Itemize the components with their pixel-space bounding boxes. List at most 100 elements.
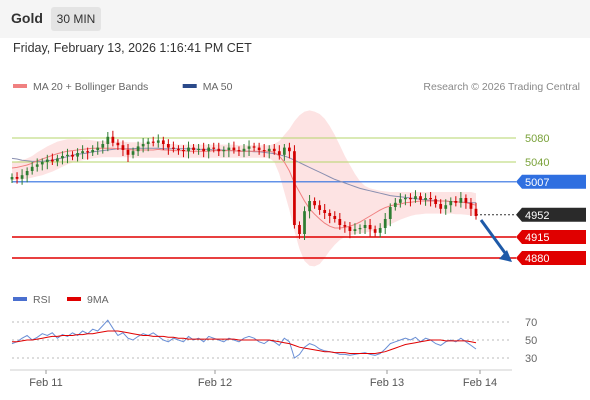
candle-body (373, 229, 377, 233)
candle-body (378, 228, 382, 233)
candle-body (424, 198, 427, 200)
candle-body (434, 199, 438, 204)
bollinger-band (12, 110, 476, 267)
candle-body (111, 136, 115, 143)
legend-label-0: MA 20 + Bollinger Bands (33, 81, 148, 93)
candle-body (358, 228, 362, 230)
candle-body (398, 199, 402, 203)
support-tag-4915 (516, 230, 586, 244)
candle-body (30, 166, 34, 171)
candle-body (247, 146, 251, 149)
x-tick-label-1: Feb 12 (198, 377, 232, 389)
candle-body (151, 141, 155, 143)
candle-body (328, 213, 332, 216)
candle-body (414, 196, 417, 200)
x-tick-label-3: Feb 14 (463, 377, 497, 389)
rsi-legend-label-0: RSI (33, 294, 51, 306)
candle-body (333, 216, 337, 219)
support-label-4915: 4915 (525, 232, 549, 244)
candle-body (267, 148, 271, 152)
rsi-tick-30: 30 (525, 353, 537, 365)
candle-body (182, 150, 185, 152)
candle-body (136, 146, 140, 152)
candle-body (353, 229, 357, 231)
candle-body (222, 150, 226, 152)
candle-body (15, 177, 19, 179)
candle-body (81, 151, 84, 153)
candle-body (404, 198, 407, 200)
level-label-5040: 5040 (525, 157, 549, 169)
support-tag-4880 (516, 251, 586, 265)
instrument-title: Gold (11, 10, 43, 26)
candle-body (313, 201, 316, 206)
candle-body (242, 148, 246, 152)
candle-body (469, 202, 473, 209)
candle-body (96, 147, 100, 150)
projection-arrow-line (479, 219, 510, 258)
candle-body (131, 151, 135, 155)
candle-body (121, 145, 125, 150)
candle-body (237, 150, 241, 152)
candle-body (91, 150, 95, 153)
candle-body (419, 196, 422, 200)
candle-body (454, 201, 458, 203)
candle-body (101, 144, 105, 148)
candle-body (262, 150, 266, 152)
candle-body (35, 164, 39, 167)
resistance-tag-5007 (516, 174, 586, 189)
candle-body (192, 147, 195, 150)
candle-body (363, 225, 367, 228)
candle-body (56, 158, 59, 162)
title-bar: Gold 30 MIN (0, 0, 590, 38)
candle-body (126, 150, 130, 155)
candle-body (252, 146, 256, 148)
candle-body (449, 201, 453, 206)
candle-body (439, 204, 443, 209)
candle-body (298, 225, 301, 234)
legend-label-1: MA 50 (203, 81, 233, 93)
rsi-tick-50: 50 (525, 335, 537, 347)
level-label-5080: 5080 (525, 133, 549, 145)
candle-body (257, 147, 261, 150)
rsi-ma-line (12, 330, 477, 354)
candle-body (388, 207, 392, 219)
candle-body (172, 147, 175, 149)
candle-body (212, 147, 216, 149)
resistance-label-5007: 5007 (525, 177, 549, 189)
candle-body (106, 136, 110, 144)
x-tick-label-0: Feb 11 (29, 377, 62, 389)
candle-body (464, 198, 468, 203)
rsi-line (11, 319, 477, 359)
candle-body (177, 148, 180, 150)
source-credit: Research © 2026 Trading Central (423, 81, 580, 93)
candle-body (338, 219, 342, 225)
candle-body (146, 141, 150, 144)
candle-body (368, 225, 372, 230)
candle-body (161, 140, 165, 144)
candle-body (207, 147, 211, 152)
candle-body (20, 175, 24, 179)
candle-body (45, 159, 49, 162)
candle-body (217, 148, 221, 152)
support-label-4880: 4880 (525, 253, 549, 265)
candle-body (76, 153, 79, 157)
chart-datetime: Friday, February 13, 2026 1:16:41 PM CET (13, 41, 252, 55)
candle-body (156, 140, 160, 143)
candle-body (288, 147, 291, 152)
candle-body (10, 177, 14, 180)
candle-body (166, 144, 170, 148)
candle-body (187, 147, 190, 152)
current-price-label: 4952 (525, 210, 549, 222)
candle-body (348, 226, 352, 231)
timeframe-button[interactable]: 30 MIN (51, 7, 101, 31)
candle-body (282, 147, 286, 155)
rsi-legend-label-1: 9MA (87, 294, 109, 306)
candle-body (50, 159, 54, 162)
candle-body (474, 208, 478, 216)
candle-body (61, 156, 64, 159)
candle-body (197, 148, 200, 150)
candle-body (409, 198, 412, 200)
legend-swatch-0 (13, 84, 27, 88)
candle-body (86, 151, 90, 153)
rsi-legend-swatch-0 (13, 297, 27, 301)
